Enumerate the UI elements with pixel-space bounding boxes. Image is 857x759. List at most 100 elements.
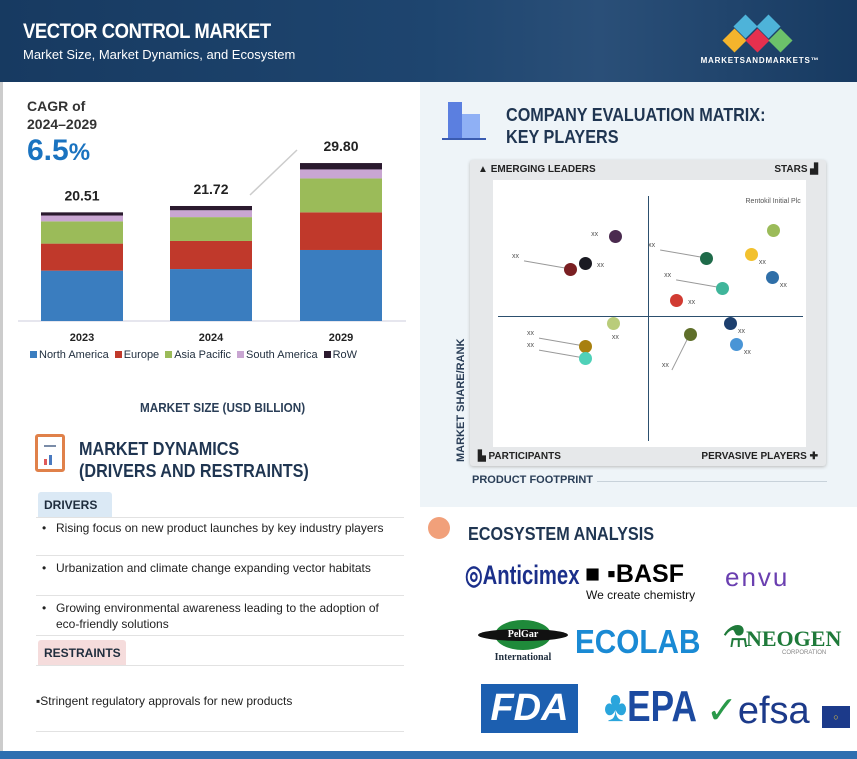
bar-total-label: 20.51 (64, 187, 99, 203)
market-dynamics-title: MARKET DYNAMICS (DRIVERS AND RESTRAINTS) (79, 439, 309, 481)
quadrant-emerging-leaders: ▲ EMERGING LEADERS (478, 164, 596, 175)
bar-total-label: 29.80 (323, 140, 358, 154)
leader-line (538, 349, 586, 359)
company-point[interactable] (609, 230, 623, 244)
company-point[interactable] (767, 223, 781, 237)
company-label: xx (743, 348, 751, 356)
footer-bar (0, 751, 857, 759)
company-point[interactable] (744, 247, 758, 261)
company-point[interactable] (563, 262, 577, 276)
company-point[interactable] (700, 251, 714, 265)
x-axis-label: PRODUCT FOOTPRINT (472, 474, 593, 486)
envu-logo: envu (725, 562, 790, 592)
company-label: xx (597, 262, 605, 270)
quadrant-participants: ▙ PARTICIPANTS (478, 451, 561, 462)
bar-segment-europe (170, 240, 252, 270)
bar-segment-south-america (41, 215, 123, 222)
cagr-label: CAGR of 2024–2029 (27, 98, 98, 132)
drivers-tag: DRIVERS (38, 492, 112, 518)
bar-segment-asia-pacific (300, 178, 382, 213)
fda-logo: FDA (481, 684, 578, 733)
ecosystem-icon (428, 517, 450, 539)
page-subtitle: Market Size, Market Dynamics, and Ecosys… (23, 47, 296, 62)
company-label: xx (527, 342, 535, 350)
company-point[interactable] (606, 317, 620, 331)
bar-segment-europe (300, 212, 382, 250)
bar-segment-asia-pacific (170, 217, 252, 241)
eu-flag-icon: ○ (822, 706, 850, 728)
x-tick-label: 2023 (70, 332, 94, 344)
basf-logo: ■ ▪BASF (585, 560, 684, 588)
bar-segment-north-america (170, 269, 252, 321)
company-label: xx (664, 271, 672, 279)
restraints-tag: RESTRAINTS (38, 640, 126, 666)
bar-segment-asia-pacific (41, 221, 123, 244)
market-size-panel (0, 82, 420, 751)
legend-item: North America (30, 349, 109, 361)
company-label: xx (737, 328, 745, 336)
legend-item: South America (237, 349, 318, 361)
marketsandmarkets-logo: MARKETSANDMARKETS™ (690, 14, 830, 72)
company-point[interactable] (579, 352, 593, 366)
company-point[interactable] (716, 281, 730, 295)
bar-segment-row (300, 163, 382, 170)
matrix-plot-area: xx xx xx Rentokil Initial Plc xx xx xx xx xx xx xx… (493, 180, 806, 447)
legend-item: Asia Pacific (165, 349, 231, 361)
company-point[interactable] (579, 257, 593, 271)
company-evaluation-matrix: ▲ EMERGING LEADERS STARS ▟ ▙ PARTICIPANT… (470, 160, 826, 466)
company-point[interactable] (579, 340, 593, 354)
clipboard-icon (35, 434, 65, 472)
driver-item: Urbanization and climate change expandin… (42, 560, 392, 576)
bar-segment-north-america (41, 270, 123, 321)
legend-item: RoW (323, 349, 357, 361)
chart-title: MARKET SIZE (USD BILLION) (140, 400, 306, 415)
bar-segment-south-america (300, 169, 382, 179)
company-label: Rentokil Initial Plc (745, 197, 801, 205)
y-axis-label: MARKET SHARE/RANK (455, 338, 467, 462)
restraint-item: ▪Stringent regulatory approvals for new … (36, 694, 293, 708)
driver-item: Rising focus on new product launches by … (42, 520, 392, 536)
bar-total-label: 21.72 (193, 181, 228, 197)
epa-logo: ♣EPA (604, 682, 697, 731)
company-label: xx (648, 241, 656, 249)
company-label: xx (591, 231, 599, 239)
company-label: xx (511, 252, 519, 260)
company-label: xx (661, 362, 669, 370)
leader-line (660, 249, 707, 259)
basf-tagline: We create chemistry (586, 588, 696, 602)
cagr-value: 6.5% (27, 134, 91, 167)
company-point[interactable] (765, 270, 779, 284)
header-banner: VECTOR CONTROL MARKET Market Size, Marke… (0, 0, 857, 82)
company-label: xx (611, 334, 619, 342)
company-point[interactable] (683, 328, 697, 342)
bar-segment-north-america (300, 249, 382, 321)
page-title: VECTOR CONTROL MARKET (23, 20, 271, 43)
market-size-chart: 20.51 2023 21.72 2024 29.80 2029 (18, 140, 406, 344)
company-point[interactable] (670, 293, 684, 307)
legend-item: Europe (114, 349, 159, 361)
chart-legend: North America Europe Asia Pacific South Ame… (30, 349, 357, 361)
company-label: xx (688, 298, 696, 306)
growth-arrow (249, 149, 298, 196)
efsa-logo: ✓efsa (706, 690, 810, 732)
leader-line (538, 337, 586, 347)
x-tick-label: 2024 (199, 332, 224, 344)
ecolab-logo: ECOLAB (575, 623, 701, 660)
company-label: xx (758, 258, 766, 266)
pelgar-logo: PelGar International (478, 620, 568, 663)
ecosystem-title: ECOSYSTEM ANALYSIS (468, 524, 655, 544)
matrix-title: COMPANY EVALUATION MATRIX: KEY PLAYERS (506, 105, 766, 147)
anticimex-logo: ◎Anticimex (465, 560, 580, 590)
leader-line (523, 260, 571, 270)
leader-line (676, 279, 723, 289)
company-label: xx (527, 330, 535, 338)
bar-segment-row (41, 212, 123, 216)
company-point[interactable] (723, 317, 737, 331)
quadrant-pervasive-players: PERVASIVE PLAYERS ✚ (701, 451, 818, 462)
x-tick-label: 2029 (329, 332, 353, 344)
company-label: xx (779, 281, 787, 289)
bar-segment-europe (41, 243, 123, 271)
company-point[interactable] (729, 337, 743, 351)
quadrant-stars: STARS ▟ (774, 164, 818, 175)
driver-item: Growing environmental awareness leading … (42, 600, 392, 632)
